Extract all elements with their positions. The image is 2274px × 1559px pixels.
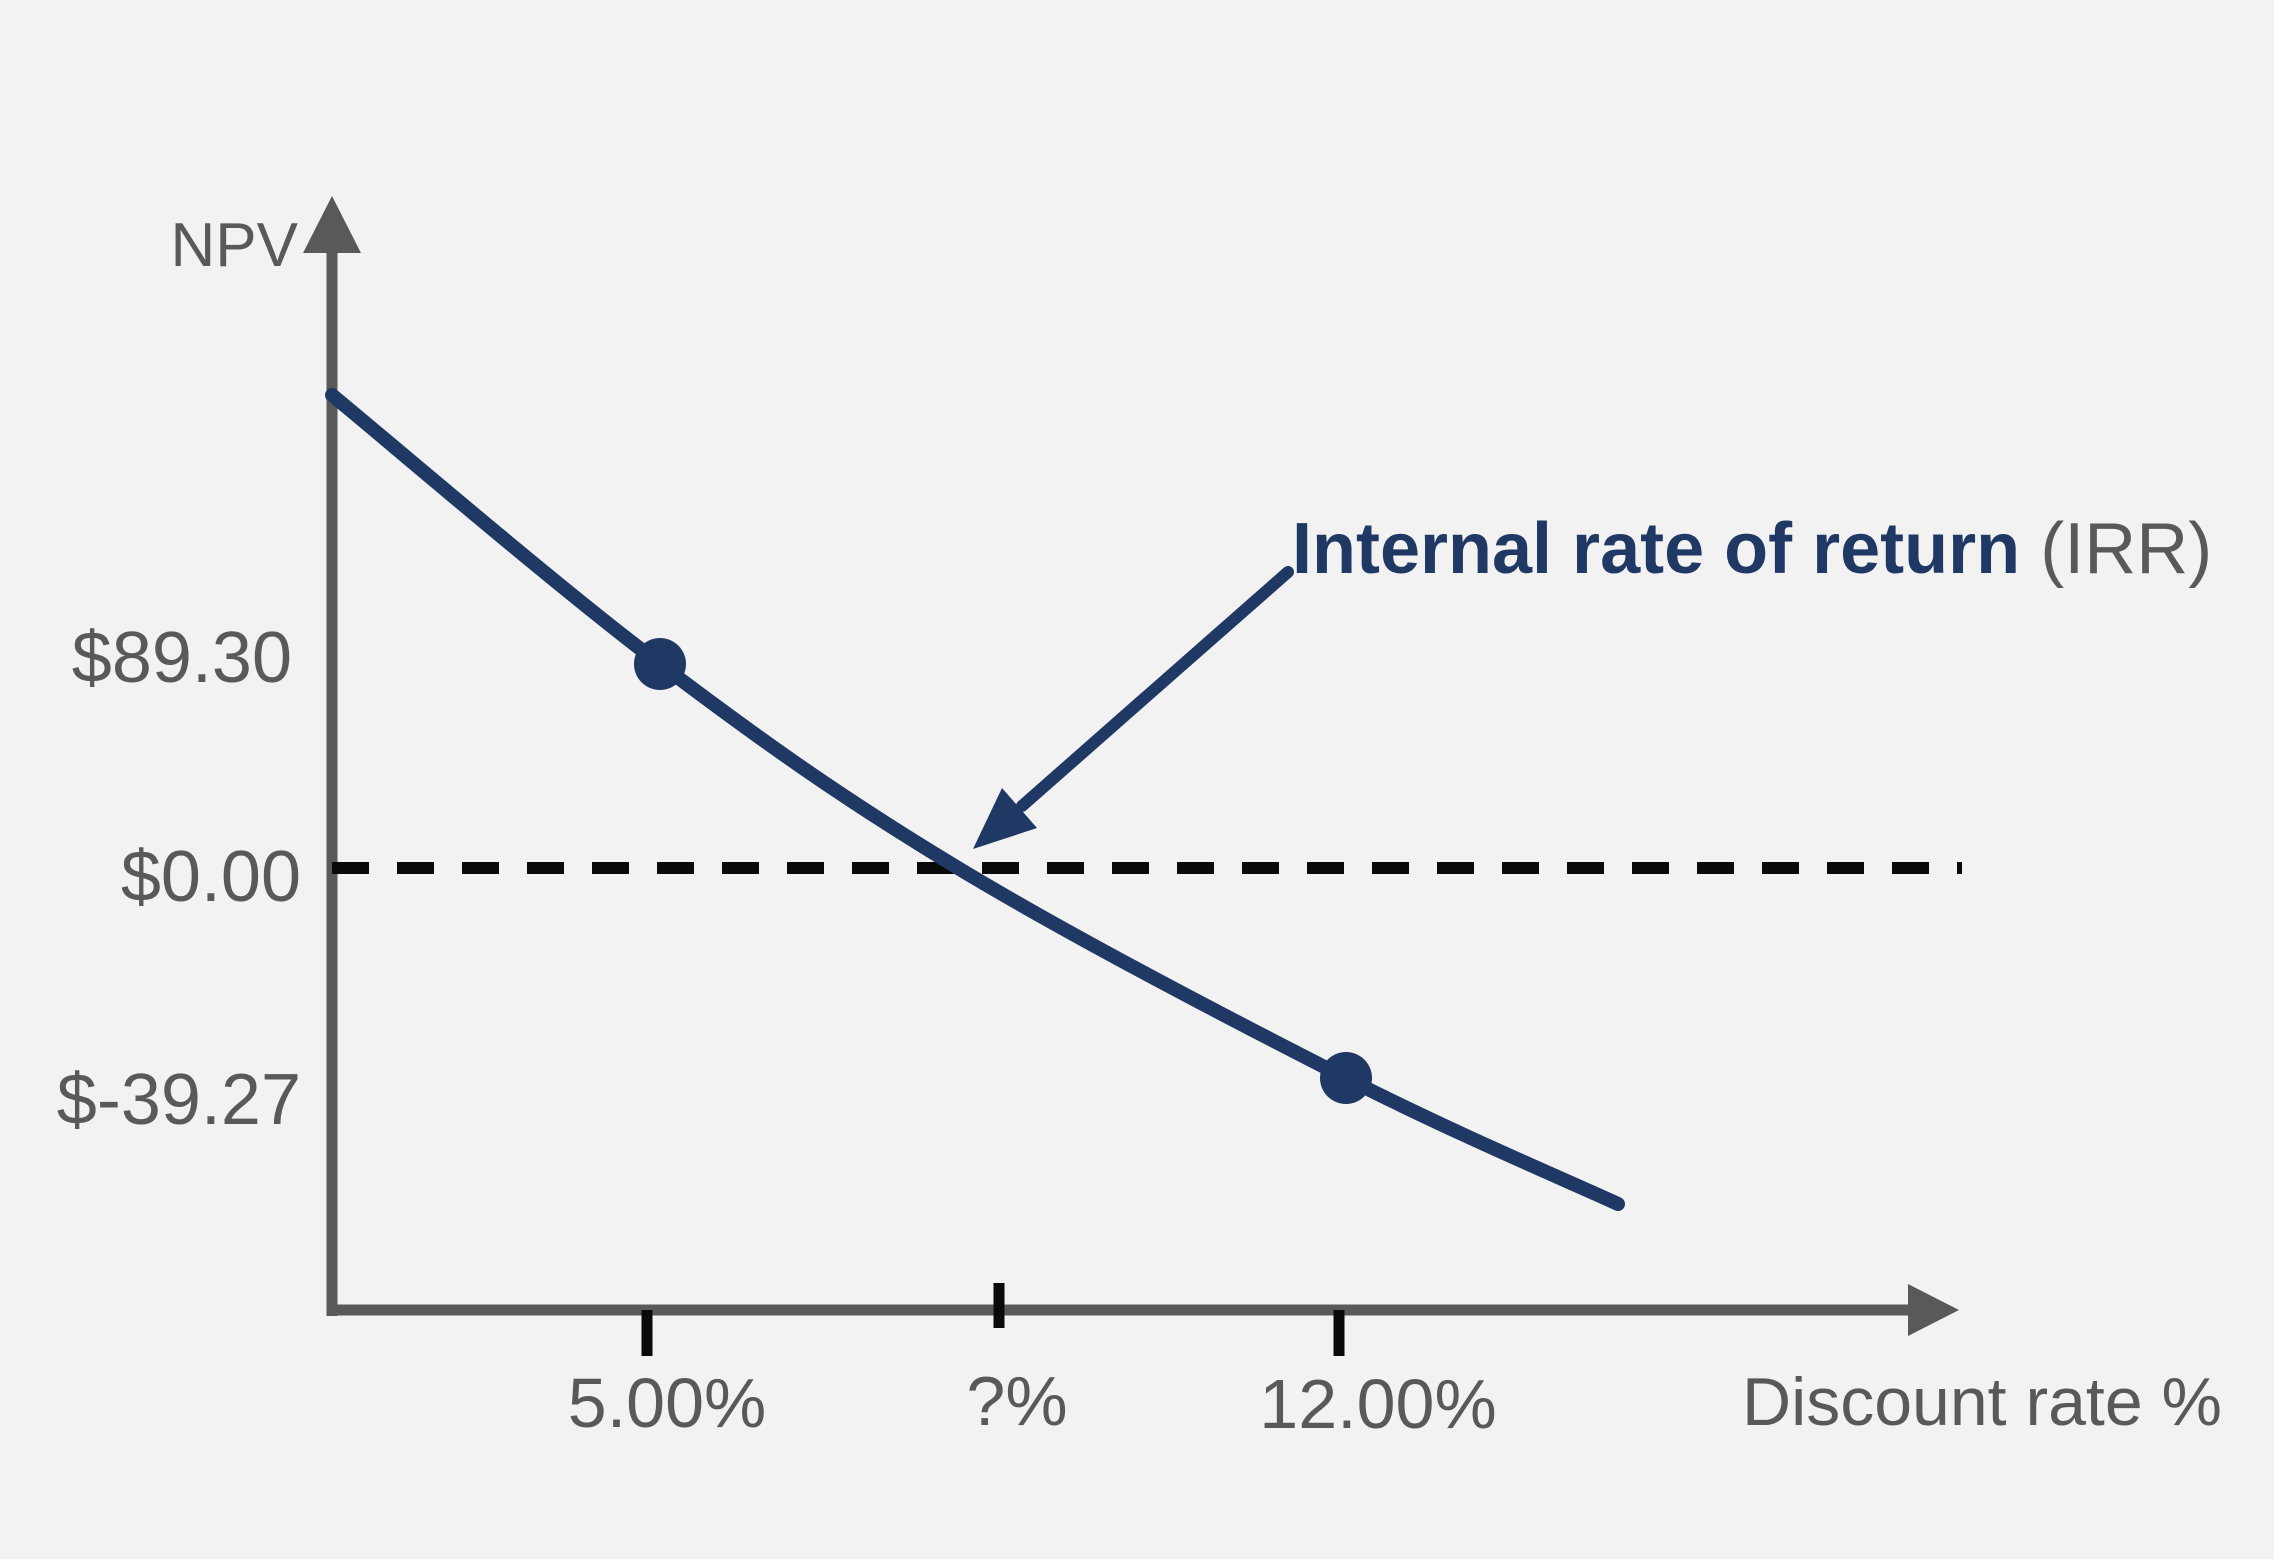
x-axis-arrowhead-icon: [1908, 1284, 1959, 1336]
npv-curve: [325, 388, 1625, 1211]
irr-annotation-text: Internal rate of return (IRR): [1292, 513, 2212, 585]
irr-annotation-arrow-line: [1016, 566, 1294, 812]
x-tick-label-irr: ?%: [966, 1362, 1068, 1440]
x-tick-label-12-percent: 12.00%: [1259, 1365, 1497, 1443]
irr-annotation-arrowhead-icon: [973, 788, 1037, 849]
y-value-label-high: $89.30: [71, 618, 292, 698]
irr-annotation-paren: (IRR): [2040, 509, 2213, 589]
y-value-label-low: $-39.27: [56, 1060, 301, 1140]
y-axis-arrowhead-icon: [303, 196, 361, 253]
y-value-label-zero: $0.00: [120, 837, 301, 917]
data-point-12-percent: [1320, 1052, 1372, 1104]
data-point-5-percent: [634, 638, 686, 690]
x-axis-label: Discount rate %: [1742, 1364, 2222, 1440]
y-axis-label: NPV: [170, 211, 298, 280]
x-tick-label-5-percent: 5.00%: [567, 1364, 767, 1442]
irr-annotation-bold: Internal rate of return: [1292, 509, 2021, 589]
